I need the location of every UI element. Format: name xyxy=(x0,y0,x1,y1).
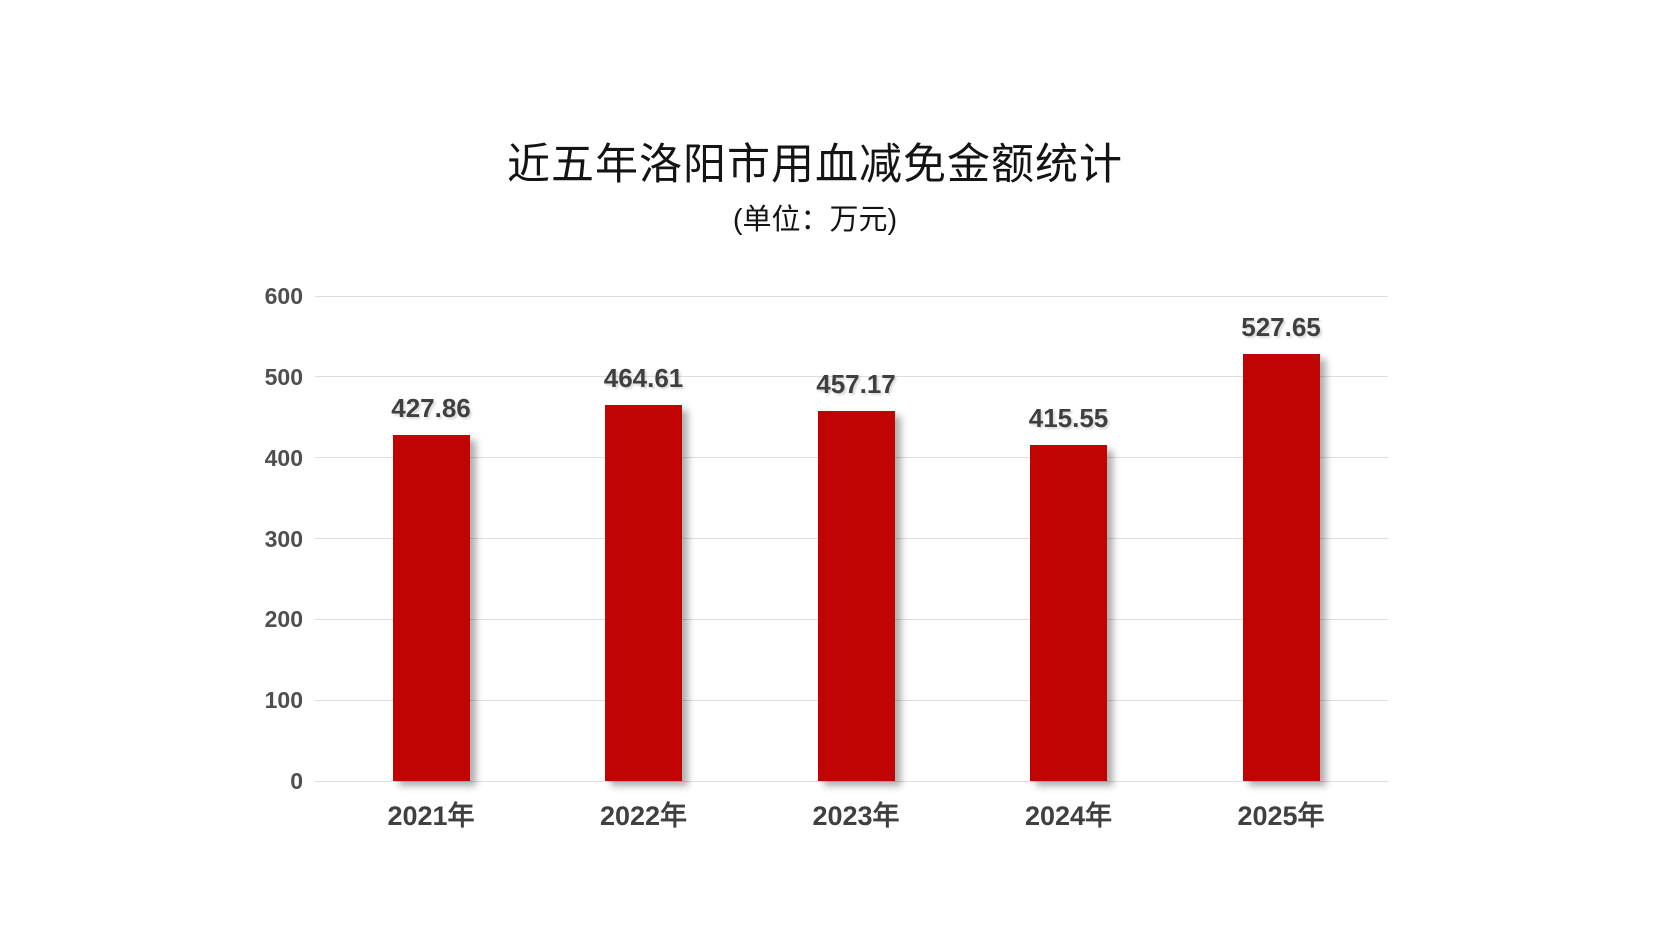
y-axis-tick-label: 300 xyxy=(264,525,303,552)
bar-2022年 xyxy=(605,405,682,781)
y-axis-tick-label: 100 xyxy=(264,687,303,714)
y-axis-tick-label: 0 xyxy=(290,768,303,794)
x-axis-label-2024年: 2024年 xyxy=(1024,801,1113,831)
value-label-2025年: 527.65 xyxy=(1241,312,1321,343)
x-axis-label-2021年: 2021年 xyxy=(387,801,475,831)
y-axis-tick-label: 500 xyxy=(264,363,303,390)
x-axis-label-2022年: 2022年 xyxy=(599,801,688,831)
y-axis-tick-label: 400 xyxy=(264,444,303,471)
x-axis-label-2023年: 2023年 xyxy=(812,801,900,831)
bar-2025年 xyxy=(1242,354,1320,781)
gridline-y-600 xyxy=(315,295,1388,297)
value-label-2021年: 427.86 xyxy=(391,393,471,424)
x-axis-label-2025年: 2025年 xyxy=(1237,801,1325,831)
y-axis-tick-label: 600 xyxy=(264,283,303,309)
plot-area: 427.86 464.61 457.17 415.55 527.65 xyxy=(315,295,1388,782)
gridline-y-0 xyxy=(315,780,1388,782)
gridline-y-500 xyxy=(315,376,1388,378)
value-label-2022年: 464.61 xyxy=(603,363,684,394)
chart-title: 近五年洛阳市用血减免金额统计 xyxy=(507,141,1123,189)
value-label-2024年: 415.55 xyxy=(1028,403,1109,434)
bar-2024年 xyxy=(1030,445,1107,781)
y-axis-tick-label: 200 xyxy=(264,606,303,633)
bar-2021年 xyxy=(392,435,470,781)
bar-2023年 xyxy=(817,411,895,781)
chart-subtitle: (单位：万元) xyxy=(732,204,898,236)
value-label-2023年: 457.17 xyxy=(816,369,896,400)
